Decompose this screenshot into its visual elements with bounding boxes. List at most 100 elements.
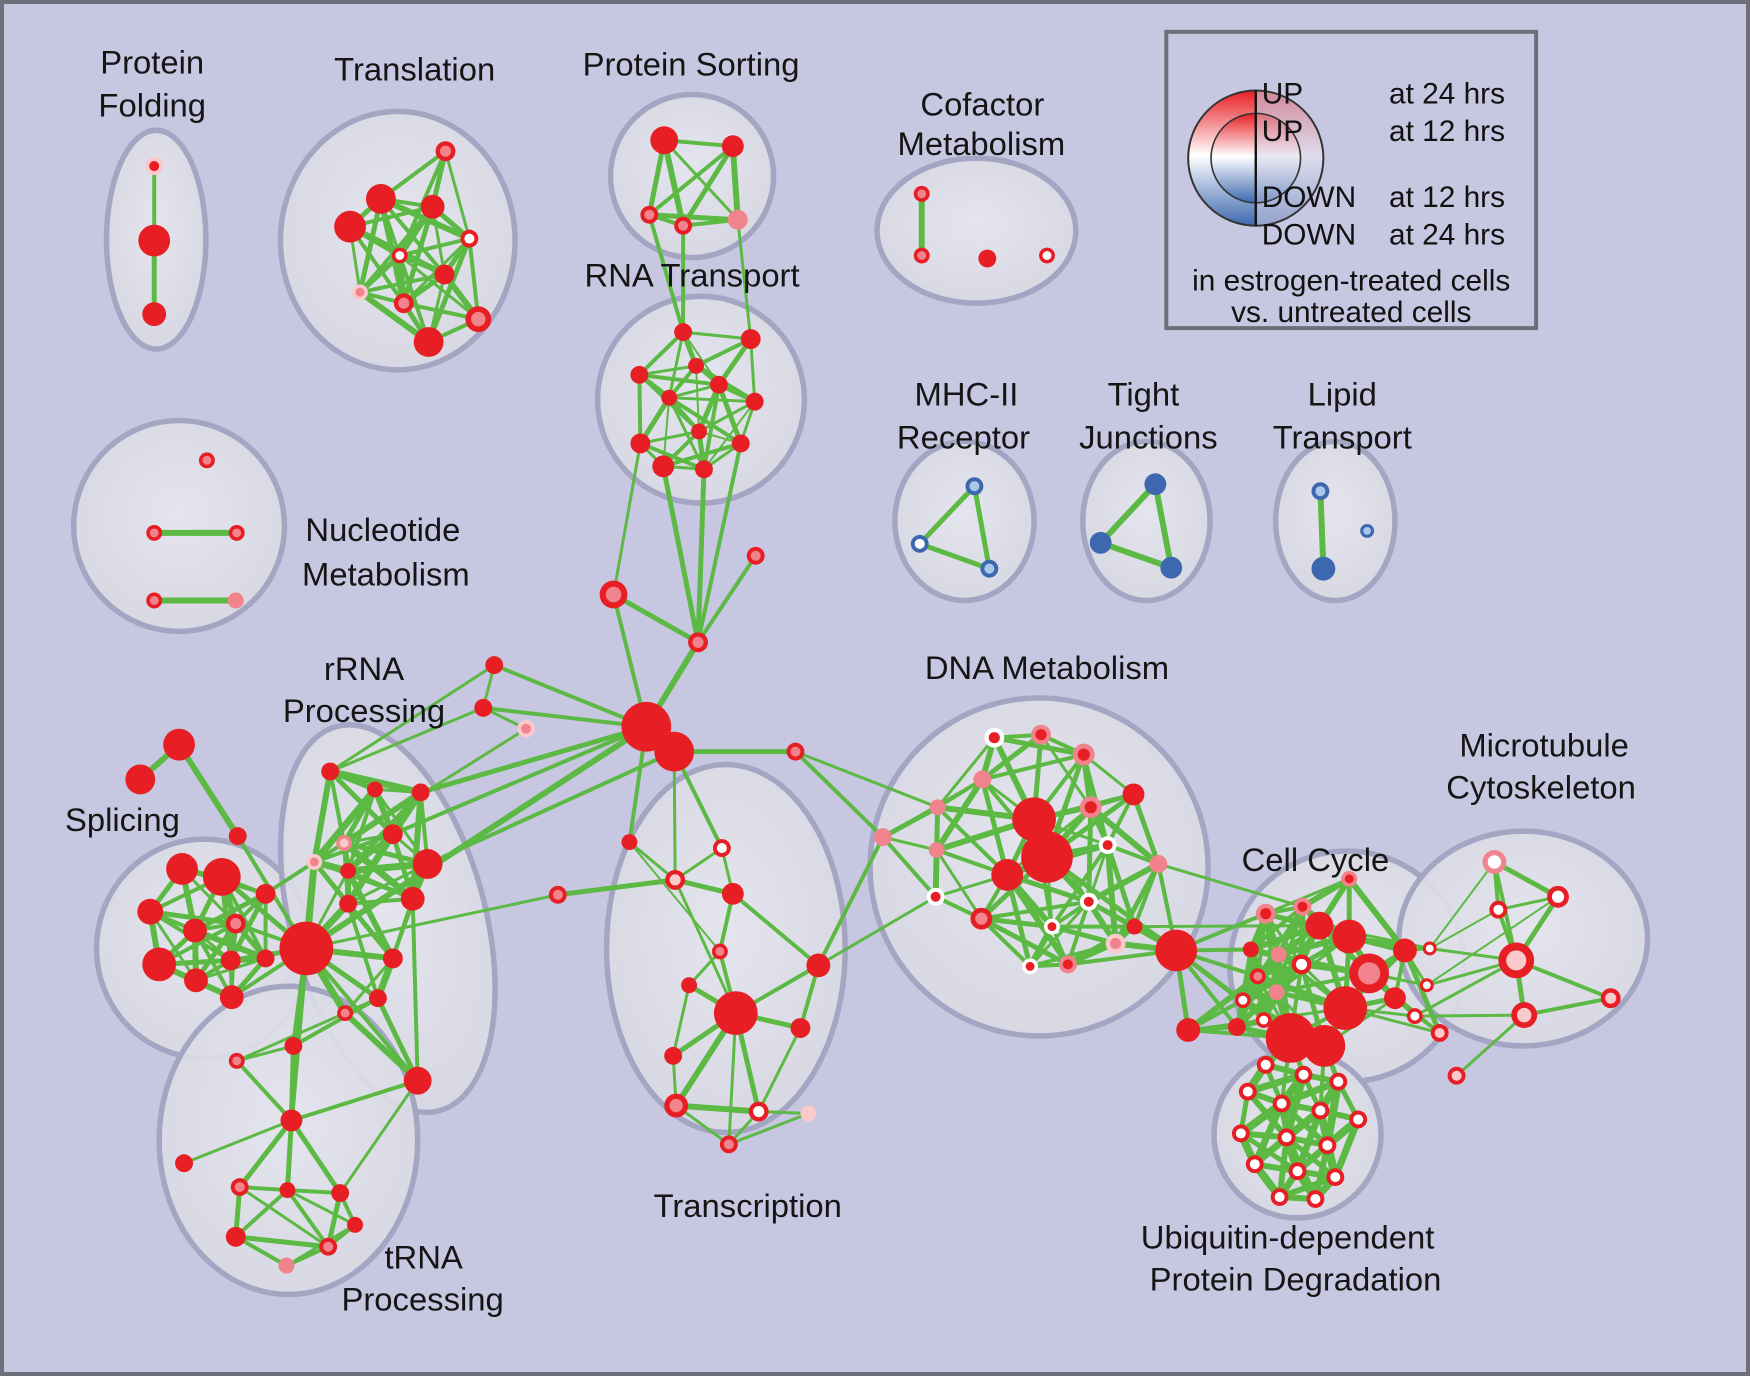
legend-up-12-direction: UP <box>1262 115 1303 148</box>
edge-link-cn-rr <box>342 727 528 845</box>
cluster-ellipse-tj <box>1080 438 1213 604</box>
network-node <box>279 921 334 976</box>
network-node <box>412 849 443 879</box>
edge-link-dna-cc <box>1132 924 1321 929</box>
network-node <box>227 592 244 609</box>
network-node <box>228 827 247 846</box>
network-node-inner <box>1434 1027 1445 1038</box>
edge-rr <box>311 859 351 907</box>
network-node <box>184 968 208 993</box>
network-node <box>1323 986 1368 1030</box>
network-node-inner <box>234 1182 245 1193</box>
network-node <box>255 883 276 904</box>
network-node <box>1160 556 1183 579</box>
edge-rt <box>638 430 701 445</box>
edge-dna <box>979 732 1044 782</box>
network-node <box>681 977 698 994</box>
edge-trna <box>233 1188 290 1239</box>
legend-box: UP at 24 hrs UP at 12 hrs DOWN at 12 hrs… <box>1164 29 1539 331</box>
network-node <box>225 1226 246 1247</box>
network-node <box>806 953 831 978</box>
edge-ps <box>680 143 736 229</box>
edge-trna <box>284 1117 294 1193</box>
edge-ub <box>1278 1078 1342 1108</box>
network-node-inner <box>1493 904 1504 915</box>
network-node-inner <box>395 251 405 260</box>
network-node <box>1265 1013 1316 1063</box>
network-node <box>368 989 387 1008</box>
network-node-inner <box>521 723 532 734</box>
network-node <box>1149 855 1168 873</box>
network-node <box>166 853 198 885</box>
edge-rt <box>667 330 685 400</box>
edge-tj <box>1097 481 1159 546</box>
network-node-inner <box>669 874 681 886</box>
network-node-inner <box>1242 1086 1253 1097</box>
network-node-inner <box>1047 922 1057 932</box>
edge-trna <box>285 1188 357 1227</box>
edge-rt <box>681 330 753 341</box>
network-node-inner <box>149 161 160 172</box>
edge-mt <box>1522 996 1613 1018</box>
network-node <box>790 1018 811 1038</box>
network-node-inner <box>1259 1015 1269 1025</box>
network-node-inner <box>790 746 801 757</box>
network-node <box>664 1046 683 1065</box>
edge-link-rt-cn <box>660 463 701 645</box>
cluster-label-trna-line1: tRNA <box>384 1239 462 1276</box>
network-node <box>284 1036 303 1055</box>
network-node <box>321 762 340 781</box>
edge-sp <box>147 909 239 927</box>
edge-ub <box>1276 1174 1339 1201</box>
network-node-inner <box>917 251 927 260</box>
edge-rr <box>375 995 421 1084</box>
network-node-inner <box>753 1105 765 1118</box>
network-node-inner <box>471 311 486 327</box>
edge-rr <box>345 867 396 962</box>
edge-tx <box>730 891 821 968</box>
network-node-inner <box>439 145 452 157</box>
network-node-inner <box>1315 486 1326 497</box>
network-canvas: Protein Folding Translation Protein Sorting… <box>65 29 1651 1317</box>
legend-note-line1: in estrogen-treated cells <box>1192 264 1510 297</box>
network-node-inner <box>914 538 925 549</box>
edge-tx <box>671 983 691 1058</box>
network-node-inner <box>232 528 242 538</box>
network-node <box>1122 783 1145 806</box>
edge-dna <box>1039 733 1093 809</box>
edge-link-sp-rr <box>264 841 346 896</box>
edge-dna <box>881 835 939 852</box>
network-node-inner <box>340 1008 350 1018</box>
network-node <box>142 947 177 982</box>
network-node-inner <box>1422 981 1431 990</box>
edge-cn <box>481 705 649 729</box>
edge-mt <box>1455 1013 1526 1078</box>
network-node <box>1303 1025 1346 1067</box>
network-node <box>256 949 275 968</box>
edge-mt <box>1413 1013 1526 1018</box>
legend-down-12-time: at 12 hrs <box>1389 181 1505 214</box>
cluster-label-rr-line1: rRNA <box>324 650 404 687</box>
edge-rt <box>749 337 757 404</box>
network-node-inner <box>1353 1114 1364 1125</box>
network-node-inner <box>1344 874 1354 884</box>
legend-circle-inner-right <box>1255 113 1301 203</box>
network-node-inner <box>309 857 319 867</box>
cluster-ellipse-cof <box>874 155 1079 306</box>
edge-trna <box>238 1185 330 1249</box>
edge-trna <box>285 1188 331 1249</box>
cluster-label-tr: Translation <box>334 51 495 88</box>
edge-mt <box>1491 859 1561 900</box>
network-node-inner <box>1077 748 1090 761</box>
edge-rt <box>638 441 706 472</box>
edge-ub <box>1244 1071 1307 1096</box>
network-node <box>400 886 425 911</box>
legend-note-line2: vs. untreated cells <box>1231 296 1471 329</box>
edge-link-rr-trna <box>235 1011 347 1063</box>
cluster-label-ub-line2: Protein Degradation <box>1150 1260 1442 1297</box>
cluster-label-trna-line2: Processing <box>342 1280 504 1317</box>
edge-tr <box>357 196 384 295</box>
network-node <box>485 656 504 675</box>
edge-rr <box>410 896 420 1083</box>
nodes-layer <box>125 126 1621 1274</box>
